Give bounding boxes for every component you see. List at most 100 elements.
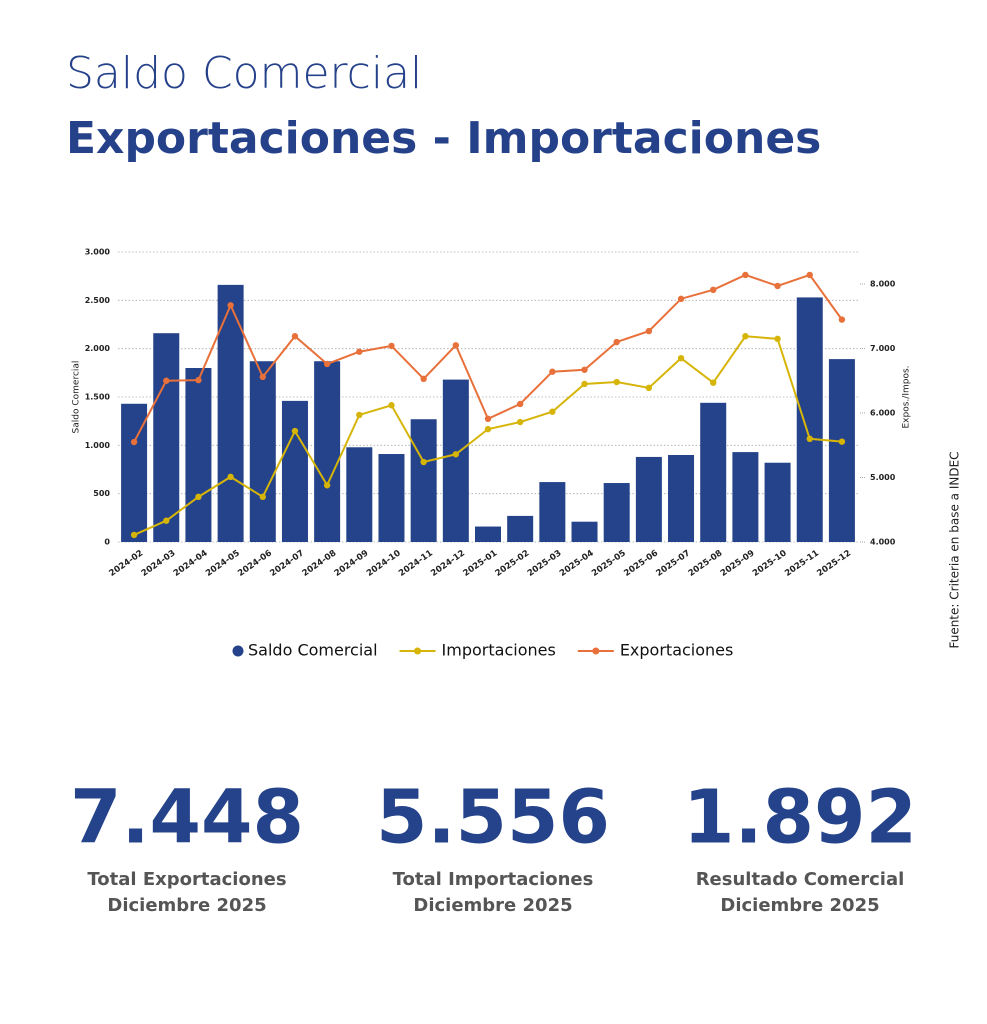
y-axis-title: Saldo Comercial xyxy=(72,361,82,434)
line-marker xyxy=(838,438,846,445)
legend-label: Importaciones xyxy=(442,641,556,660)
y2-tick-label: 8.000 xyxy=(870,280,896,289)
x-tick-label: 2024-03 xyxy=(140,548,178,579)
bar xyxy=(153,333,180,542)
line-marker xyxy=(581,366,588,373)
x-tick-label: 2024-09 xyxy=(333,548,371,579)
x-tick-label: 2025-01 xyxy=(461,548,499,579)
line-marker xyxy=(710,286,717,294)
x-tick-label: 2025-09 xyxy=(719,548,757,579)
line-marker xyxy=(420,458,427,466)
x-tick-label: 2025-11 xyxy=(783,548,821,579)
bar xyxy=(442,379,469,542)
x-tick-label: 2024-06 xyxy=(236,548,274,579)
page-subtitle: Exportaciones - Importaciones xyxy=(66,113,821,164)
legend-swatch xyxy=(232,645,244,657)
bar xyxy=(475,526,501,542)
bar xyxy=(668,455,695,542)
x-tick-label: 2025-12 xyxy=(815,548,853,579)
bar xyxy=(571,521,598,542)
stat-value: 7.448 xyxy=(70,775,304,861)
bar xyxy=(539,482,566,542)
y2-tick-label: 4.000 xyxy=(870,538,896,547)
bar xyxy=(346,447,373,542)
line-marker xyxy=(549,368,556,375)
x-tick-label: 2025-04 xyxy=(558,548,596,579)
bar xyxy=(507,515,534,542)
stat-value: 5.556 xyxy=(376,775,610,861)
line-marker xyxy=(388,342,395,350)
line-marker xyxy=(806,435,813,442)
x-tick-label: 2025-05 xyxy=(590,548,628,579)
bar xyxy=(828,359,855,542)
bar xyxy=(796,297,823,542)
line-marker xyxy=(484,425,492,433)
bar xyxy=(603,483,630,542)
x-tick-label: 2025-08 xyxy=(687,548,725,579)
x-tick-label: 2025-07 xyxy=(655,548,693,579)
x-tick-label: 2025-10 xyxy=(751,548,789,579)
bar xyxy=(314,361,341,542)
x-tick-label: 2024-12 xyxy=(429,548,467,579)
line-marker xyxy=(163,517,170,524)
legend-label: Saldo Comercial xyxy=(248,641,378,660)
line-marker xyxy=(516,400,524,408)
x-tick-label: 2025-06 xyxy=(622,548,660,579)
y-tick-label: 500 xyxy=(93,489,110,498)
x-tick-label: 2024-02 xyxy=(108,548,146,579)
source-note: Fuente: Criteria en base a INDEC xyxy=(948,451,962,648)
x-tick-label: 2024-04 xyxy=(172,548,210,579)
line-marker xyxy=(452,342,460,349)
bar xyxy=(249,361,276,542)
y-tick-label: 1.000 xyxy=(85,441,111,450)
line-marker xyxy=(484,415,492,423)
y-tick-label: 2.000 xyxy=(85,344,111,353)
bar xyxy=(410,419,437,542)
x-tick-label: 2024-10 xyxy=(365,548,403,579)
line-marker xyxy=(645,327,653,335)
line-marker xyxy=(677,295,685,303)
line-marker xyxy=(130,531,138,539)
y-tick-label: 1.500 xyxy=(85,393,111,402)
stat-value: 1.892 xyxy=(683,775,917,861)
line-marker xyxy=(838,316,846,323)
x-tick-label: 2024-08 xyxy=(301,548,339,579)
line-marker xyxy=(677,354,685,362)
y-tick-label: 2.500 xyxy=(85,296,111,305)
y2-tick-label: 7.000 xyxy=(870,344,896,353)
stat-label: Resultado Comercial xyxy=(696,869,905,890)
line-marker xyxy=(291,427,299,435)
line-marker xyxy=(516,418,524,426)
line-marker xyxy=(227,302,234,309)
page-title: Saldo Comercial xyxy=(66,48,422,99)
y2-tick-label: 6.000 xyxy=(870,409,896,418)
line-marker xyxy=(710,379,717,386)
bar xyxy=(281,400,308,542)
line-marker xyxy=(774,335,781,343)
stat-label: Total Importaciones xyxy=(393,869,594,890)
line-marker xyxy=(613,338,620,346)
line-marker xyxy=(323,360,331,368)
y-tick-label: 3.000 xyxy=(85,248,111,257)
bar xyxy=(635,456,662,542)
x-tick-label: 2024-05 xyxy=(204,548,242,579)
legend-swatch xyxy=(592,647,600,655)
line-marker xyxy=(774,282,781,290)
y-tick-label: 0 xyxy=(104,538,110,547)
bar xyxy=(764,462,791,542)
line-marker xyxy=(163,377,170,384)
line-marker xyxy=(130,438,138,446)
line-marker xyxy=(581,380,588,388)
x-tick-label: 2024-11 xyxy=(397,548,435,579)
line-marker xyxy=(742,333,749,340)
line-marker xyxy=(742,271,749,279)
line-marker xyxy=(452,451,460,458)
line-marker xyxy=(806,271,813,279)
line-marker xyxy=(388,402,395,409)
line-marker xyxy=(291,333,299,340)
stat-period: Diciembre 2025 xyxy=(413,895,572,916)
y2-tick-label: 5.000 xyxy=(870,473,896,482)
line-marker xyxy=(613,378,620,386)
line-marker xyxy=(356,411,363,419)
legend-swatch xyxy=(414,647,422,655)
